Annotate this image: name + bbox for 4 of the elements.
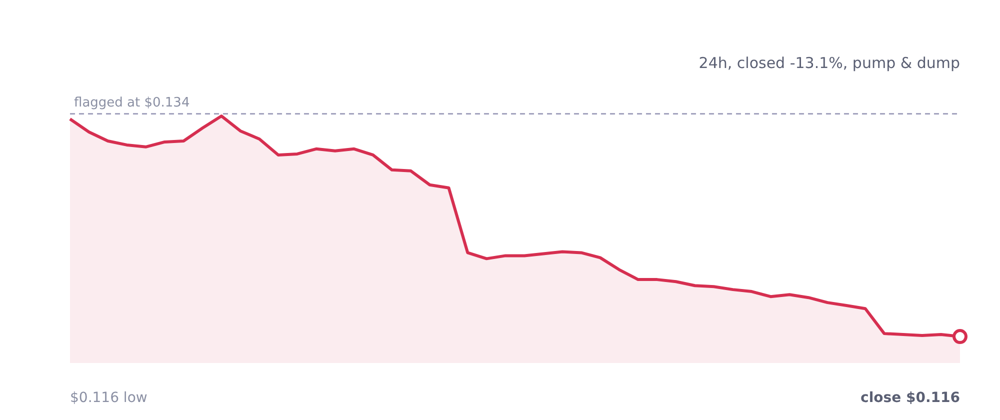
ref-line-label: flagged at $0.134 bbox=[74, 96, 190, 111]
text: $0.116 low bbox=[70, 390, 148, 406]
text: close $0.116 bbox=[860, 390, 960, 406]
chart-subtitle: 24h, closed -13.1%, pump & dump bbox=[698, 54, 960, 72]
